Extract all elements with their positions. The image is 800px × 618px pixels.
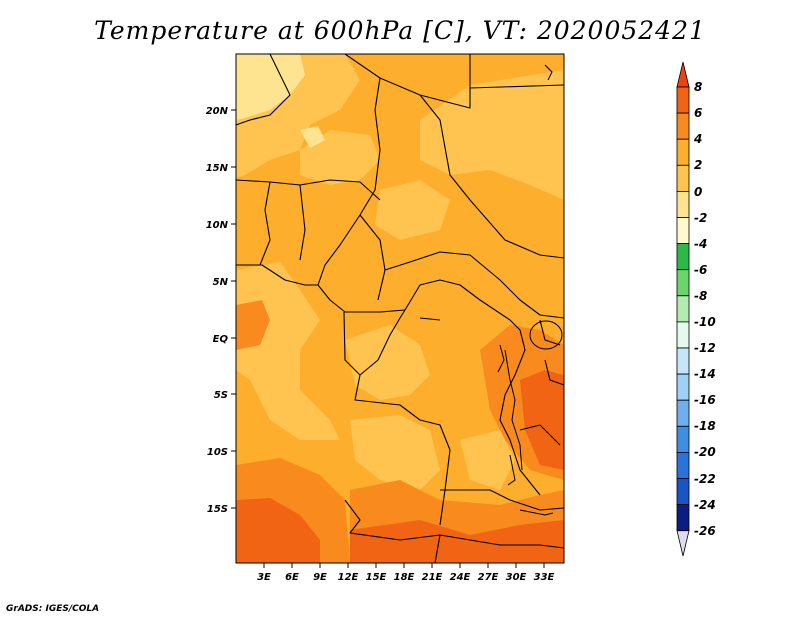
- colorbar: [676, 61, 690, 557]
- colorbar-label-m24: -24: [694, 498, 716, 512]
- map-frame: [235, 53, 565, 564]
- lon-label-21e: 21E: [422, 572, 443, 583]
- colorbar-band-1: [676, 86, 690, 114]
- chart-title: Temperature at 600hPa [C], VT: 202005242…: [94, 16, 706, 45]
- colorbar-label-6: 6: [694, 106, 702, 120]
- lat-label-5s: 5S: [214, 390, 228, 401]
- colorbar-label-m20: -20: [694, 445, 716, 459]
- colorbar-label-m4: -4: [694, 237, 707, 251]
- field-m2-0-small: [300, 126, 325, 148]
- colorbar-label-8: 8: [694, 80, 702, 94]
- lat-label-15s: 15S: [207, 504, 228, 515]
- colorbar-band-14: [676, 425, 690, 453]
- lon-label-30e: 30E: [506, 572, 527, 583]
- lat-label-20n: 20N: [206, 106, 229, 117]
- colorbar-band-2: [676, 112, 690, 140]
- colorbar-band-11: [676, 347, 690, 375]
- lon-label-18e: 18E: [394, 572, 415, 583]
- colorbar-band-5: [676, 190, 690, 218]
- colorbar-label-2: 2: [694, 158, 702, 172]
- colorbar-label-m8: -8: [694, 289, 707, 303]
- colorbar-label-m2: -2: [694, 211, 707, 225]
- lon-axis: 3E 6E 9E 12E 15E 18E 21E 24E 27E 30E 33E: [257, 563, 555, 583]
- lon-label-12e: 12E: [338, 572, 359, 583]
- colorbar-bottom-arrow: [676, 530, 690, 557]
- field-m2-0: [236, 54, 305, 120]
- lon-label-3e: 3E: [257, 572, 271, 583]
- colorbar-band-8: [676, 269, 690, 297]
- lat-label-10s: 10S: [207, 447, 228, 458]
- colorbar-band-13: [676, 399, 690, 427]
- lat-label-15n: 15N: [206, 163, 229, 174]
- colorbar-label-m26: -26: [694, 524, 716, 538]
- field-4-6-west-coast: [236, 300, 270, 350]
- colorbar-band-6: [676, 217, 690, 245]
- colorbar-top-arrow: [676, 61, 690, 88]
- field-0-2-ne: [420, 70, 564, 200]
- colorbar-label-m12: -12: [694, 341, 716, 355]
- lat-label-eq: EQ: [213, 334, 229, 345]
- field-0-2-angola: [350, 415, 440, 490]
- field-0-2-central: [375, 180, 450, 240]
- colorbar-band-9: [676, 295, 690, 323]
- lat-label-10n: 10N: [206, 220, 229, 231]
- colorbar-band-12: [676, 373, 690, 401]
- lat-label-5n: 5N: [213, 277, 229, 288]
- colorbar-label-0: 0: [694, 185, 702, 199]
- colorbar-label-4: 4: [693, 132, 702, 146]
- lon-label-9e: 9E: [313, 572, 327, 583]
- colorbar-label-m14: -14: [694, 367, 716, 381]
- colorbar-band-4: [676, 164, 690, 192]
- map-panel: [236, 54, 564, 563]
- lon-label-24e: 24E: [450, 572, 471, 583]
- colorbar-band-3: [676, 138, 690, 166]
- colorbar-label-m10: -10: [694, 315, 716, 329]
- lat-axis: 20N 15N 10N 5N EQ 5S 10S 15S: [206, 106, 236, 515]
- colorbar-band-15: [676, 451, 690, 479]
- field-0-2-nw: [300, 130, 380, 185]
- colorbar-label-m18: -18: [694, 419, 716, 433]
- colorbar-labels: 8 6 4 2 0 -2 -4 -6 -8 -10 -12 -14 -16 -1…: [693, 80, 716, 538]
- field-0-2-east: [460, 430, 515, 490]
- lon-label-27e: 27E: [478, 572, 499, 583]
- colorbar-band-16: [676, 478, 690, 506]
- field-6-8-east: [520, 370, 564, 470]
- colorbar-band-10: [676, 321, 690, 349]
- colorbar-label-m16: -16: [694, 393, 716, 407]
- colorbar-band-7: [676, 243, 690, 271]
- lon-label-6e: 6E: [285, 572, 299, 583]
- country-borders: [236, 54, 564, 563]
- grads-credit: GrADS: IGES/COLA: [6, 604, 100, 614]
- field-6-8-south: [350, 520, 564, 563]
- lon-label-15e: 15E: [366, 572, 387, 583]
- colorbar-label-m22: -22: [694, 472, 716, 486]
- field-6-8-southwest: [236, 498, 320, 563]
- field-0-2-congo: [345, 325, 430, 400]
- lakes: [419, 64, 563, 516]
- lon-label-33e: 33E: [534, 572, 555, 583]
- colorbar-band-17: [676, 504, 690, 532]
- colorbar-label-m6: -6: [694, 263, 707, 277]
